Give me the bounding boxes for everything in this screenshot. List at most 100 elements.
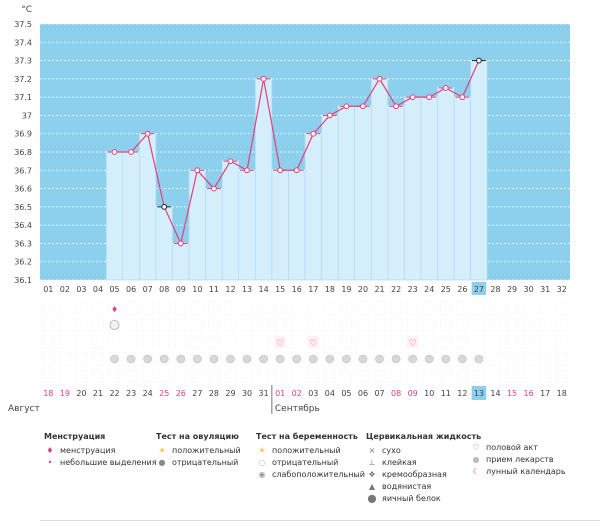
symptom-cell	[158, 369, 170, 383]
legend-item: ♡ половой акт	[470, 442, 566, 454]
heart-icon: ♡	[276, 339, 284, 349]
symptom-cell	[175, 352, 187, 366]
legend-title: Тест на беременность	[256, 432, 358, 441]
symptom-cell	[241, 318, 253, 332]
faint-circle-icon: ◉	[258, 470, 266, 479]
menstruation-drop-icon: ♦	[111, 305, 118, 314]
legend-item: ☀ положительный	[156, 445, 240, 457]
temperature-bar	[155, 206, 173, 281]
sun-icon: ☀	[258, 446, 266, 455]
symptom-cell	[125, 352, 137, 366]
month-label: Сентябрь	[275, 404, 320, 414]
symptom-cell	[556, 301, 568, 315]
symptom-cell	[440, 369, 452, 383]
symptom-cell	[257, 352, 270, 366]
date-label: 18	[557, 389, 567, 398]
heart-icon: ♡	[309, 339, 317, 349]
symptom-cell	[92, 335, 104, 349]
symptom-cell	[42, 369, 54, 383]
heart-cell	[407, 336, 418, 348]
pregnancy-test-icon	[159, 354, 169, 364]
cycle-day-label: 03	[76, 285, 86, 294]
legend-title: Тест на овуляцию	[156, 432, 239, 441]
temperature-point	[111, 149, 118, 155]
y-tick-label: 37.4	[14, 38, 32, 47]
cycle-day-label: 26	[457, 285, 467, 294]
symptom-cell	[241, 301, 253, 315]
temperature-bar	[221, 160, 240, 281]
current-day-highlight	[471, 282, 487, 295]
symptom-cell	[324, 301, 336, 315]
pill-icon: ●	[472, 455, 480, 464]
symptom-cell	[440, 352, 452, 366]
cycle-day-label: 18	[325, 285, 335, 294]
cycle-day-label: 24	[424, 285, 434, 294]
cycle-day-label: 32	[557, 285, 567, 294]
symptom-cell	[373, 369, 386, 383]
date-label: 02	[292, 389, 302, 398]
symptom-cell	[423, 301, 435, 315]
symptom-cell	[440, 335, 452, 349]
pregnancy-test-icon	[375, 354, 384, 364]
sun-icon: ☀	[158, 446, 166, 455]
symptom-cell	[175, 335, 187, 349]
symptom-cell	[108, 318, 121, 332]
symptom-cell	[489, 335, 502, 349]
symptom-cell	[291, 335, 303, 349]
symptom-cell	[307, 301, 319, 315]
symptom-cell	[506, 352, 518, 366]
symptom-cell	[440, 301, 452, 315]
symptom-cell	[556, 335, 568, 349]
symptom-cell	[423, 318, 435, 332]
symptom-cell	[340, 369, 353, 383]
legend-label: отрицательный	[172, 458, 239, 467]
legend-label: сухо	[382, 446, 401, 455]
symptom-cell	[556, 318, 568, 332]
pregnancy-test-icon	[325, 354, 335, 364]
symptom-cell	[274, 369, 286, 383]
temperature-bar	[122, 151, 140, 281]
y-tick-label: 36.9	[14, 130, 32, 139]
symptom-cell	[522, 301, 535, 315]
legend-item: ☾ лунный календарь	[470, 466, 565, 478]
pregnancy-test-icon	[242, 354, 252, 364]
temperature-bar	[453, 96, 471, 281]
heart-icon: ♡	[472, 443, 480, 452]
gray-circle-icon: ●	[158, 458, 166, 467]
symptom-cell	[291, 352, 303, 366]
symptom-cell	[42, 318, 54, 332]
date-label: 08	[391, 389, 401, 398]
symptom-cell	[473, 335, 485, 349]
heart-cell	[308, 336, 319, 348]
temperature-point	[194, 167, 201, 174]
date-label: 27	[192, 389, 202, 398]
pregnancy-test-icon	[292, 354, 302, 364]
cycle-day-label: 16	[292, 285, 302, 294]
symptom-cell	[539, 318, 551, 332]
symptom-cell	[291, 301, 303, 315]
legend-other: ♡ половой акт ● прием лекарств ☾ лунный кал…	[470, 442, 566, 478]
symptom-cell	[208, 352, 220, 366]
symptom-cell	[158, 318, 170, 332]
pregnancy-test-icon	[226, 354, 235, 364]
pregnancy-test-icon	[441, 354, 451, 364]
temperature-bar	[139, 133, 157, 281]
temperature-point	[161, 203, 168, 210]
symptom-cell	[92, 352, 104, 366]
legend-label: слабоположительный	[272, 470, 365, 479]
symptom-cell	[307, 352, 319, 366]
pregnancy-test-icon	[275, 354, 285, 364]
symptom-cell	[208, 301, 220, 315]
temperature-point	[277, 167, 284, 174]
symptom-cell	[75, 335, 88, 349]
symptom-cell	[473, 369, 485, 383]
temperature-point	[244, 167, 250, 174]
temperature-point	[293, 167, 300, 174]
symptom-cell	[241, 352, 253, 366]
legend-label: прием лекарств	[486, 455, 554, 464]
pregnancy-test-icon	[259, 354, 268, 364]
y-unit-label: °C	[21, 5, 32, 15]
symptom-cell	[274, 318, 286, 332]
cycle-day-label: 04	[93, 285, 103, 294]
pregnancy-test-icon	[193, 354, 202, 364]
